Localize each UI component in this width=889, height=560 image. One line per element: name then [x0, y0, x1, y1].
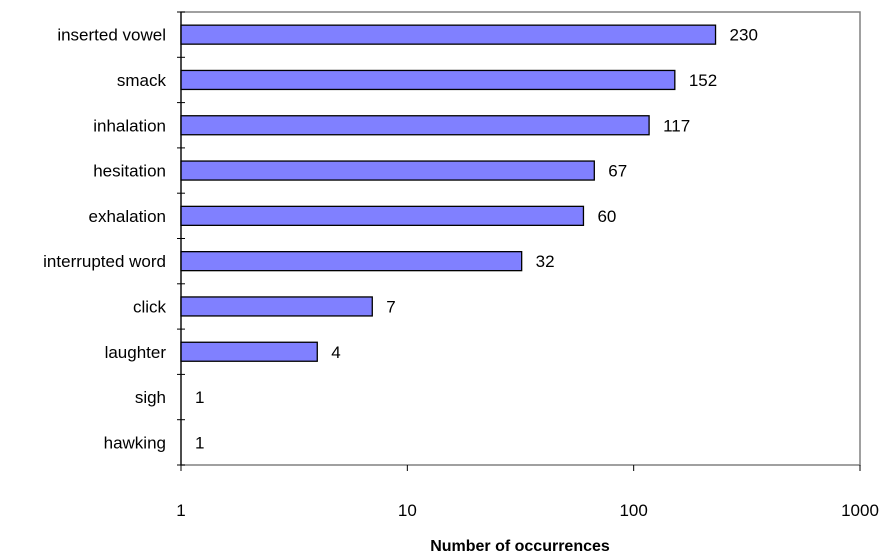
x-tick-label: 100	[619, 501, 647, 520]
value-label: 1	[195, 433, 204, 452]
value-label: 4	[331, 343, 340, 362]
axes-group: 1 10 100 1000 inserted vowel smack inhalation h…	[43, 11, 879, 520]
x-tick-label: 1	[176, 501, 185, 520]
x-tick-label: 1000	[841, 501, 879, 520]
category-label: laughter	[105, 343, 167, 362]
bar	[180, 115, 650, 136]
bar	[180, 205, 585, 227]
category-label: click	[133, 297, 167, 316]
category-label: inserted vowel	[57, 26, 166, 45]
category-label: exhalation	[88, 207, 166, 226]
bar	[180, 341, 318, 362]
bar	[180, 69, 676, 91]
bar	[180, 296, 373, 317]
value-label: 230	[730, 26, 758, 45]
category-label: smack	[117, 71, 167, 90]
value-label: 152	[689, 71, 717, 90]
x-tick-label: 10	[398, 501, 417, 520]
category-label: inhalation	[93, 116, 166, 135]
value-label: 67	[608, 162, 627, 181]
value-label: 32	[536, 252, 555, 271]
bar	[180, 24, 717, 45]
value-label: 1	[195, 388, 204, 407]
value-label: 7	[386, 297, 395, 316]
x-axis-title: Number of occurrences	[430, 538, 610, 555]
bar	[180, 160, 595, 181]
category-label: sigh	[135, 388, 166, 407]
value-label: 117	[663, 116, 690, 135]
value-label: 60	[597, 207, 616, 226]
bars-group: 230 152 117 67 60 32 7 4 1 1	[180, 24, 758, 452]
category-label: interrupted word	[43, 252, 166, 271]
bar	[180, 250, 523, 272]
category-label: hesitation	[93, 162, 166, 181]
category-label: hawking	[104, 433, 166, 452]
